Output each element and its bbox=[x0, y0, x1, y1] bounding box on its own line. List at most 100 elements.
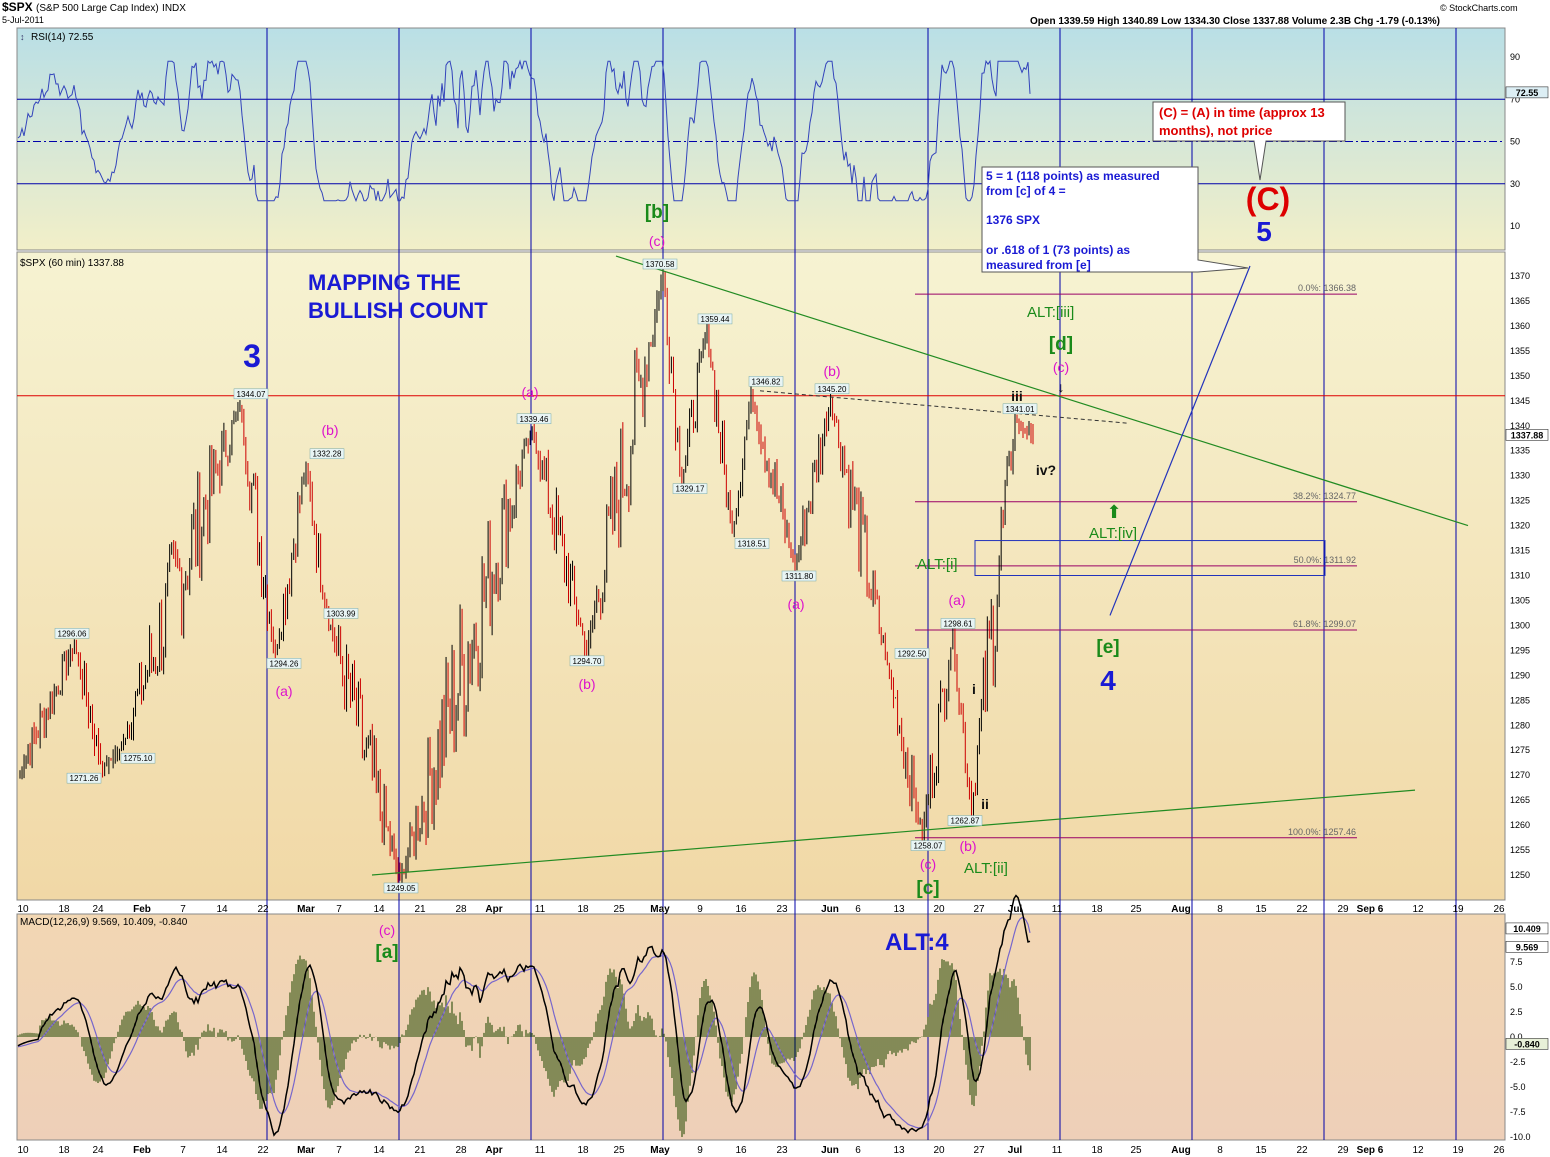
x-label-bottom-32: 22 bbox=[1296, 1145, 1308, 1156]
price-label-box-14 bbox=[734, 538, 770, 549]
price-label: $SPX (60 min) 1337.88 bbox=[20, 258, 124, 269]
price-label-box-20 bbox=[910, 840, 946, 851]
price-label-box-4 bbox=[54, 628, 90, 639]
price-bars bbox=[19, 267, 1034, 888]
wave-iv: iv? bbox=[1036, 462, 1056, 478]
x-label-bottom-15: 25 bbox=[613, 1145, 625, 1156]
price-label-box-2 bbox=[323, 608, 359, 619]
macd-tick-2: 2.5 bbox=[1510, 1007, 1523, 1017]
x-label-bottom-4: 7 bbox=[180, 1145, 186, 1156]
x-label-bottom-12: Apr bbox=[485, 1145, 502, 1156]
wave-c2: (c) bbox=[649, 233, 665, 249]
price-label-7: 1249.05 bbox=[387, 884, 416, 893]
price-tick-19: 1275 bbox=[1510, 745, 1530, 755]
symbol: $SPX bbox=[2, 0, 33, 14]
price-label-11: 1359.44 bbox=[701, 315, 730, 324]
x-label-top-14: 18 bbox=[577, 904, 589, 915]
ohlc-readout: Open 1339.59 High 1340.89 Low 1334.30 Cl… bbox=[1030, 16, 1441, 27]
x-label-bottom-19: 23 bbox=[776, 1145, 788, 1156]
rsi-tick-1: 70 bbox=[1510, 94, 1520, 104]
price-tick-6: 1340 bbox=[1510, 421, 1530, 431]
price-tick-10: 1320 bbox=[1510, 521, 1530, 531]
macd-hist-tag-box bbox=[1505, 1038, 1549, 1050]
price-tick-13: 1305 bbox=[1510, 595, 1530, 605]
upper-trendline bbox=[615, 255, 1469, 527]
price-label-14: 1318.51 bbox=[738, 540, 767, 549]
macd-signal-tag: 10.409 bbox=[1513, 924, 1541, 934]
x-label-top-32: 22 bbox=[1296, 904, 1308, 915]
price-tick-15: 1295 bbox=[1510, 645, 1530, 655]
x-label-top-16: May bbox=[650, 904, 670, 915]
macd-tick-7: -10.0 bbox=[1510, 1132, 1531, 1142]
callout1-line4: or .618 of 1 (73 points) as bbox=[986, 243, 1130, 257]
target-zone-box bbox=[974, 540, 1326, 577]
price-label-10: 1370.58 bbox=[646, 260, 675, 269]
x-label-bottom-5: 14 bbox=[216, 1145, 228, 1156]
x-label-bottom-31: 15 bbox=[1255, 1145, 1267, 1156]
rsi-label: RSI(14) 72.55 bbox=[31, 32, 94, 43]
macd-panel bbox=[16, 913, 1506, 1141]
macd-tick-1: 5.0 bbox=[1510, 982, 1523, 992]
price-tick-4: 1350 bbox=[1510, 371, 1530, 381]
x-label-bottom-13: 11 bbox=[535, 1145, 546, 1156]
x-label-bottom-20: Jun bbox=[821, 1145, 839, 1156]
price-label-6: 1275.10 bbox=[124, 754, 153, 763]
x-label-bottom-2: 24 bbox=[92, 1145, 104, 1156]
price-label-4: 1296.06 bbox=[58, 629, 87, 638]
x-label-bottom-6: 22 bbox=[257, 1145, 269, 1156]
callout1-line2: from [c] of 4 = bbox=[986, 184, 1066, 198]
up-arrow-icon: ⬆ bbox=[1106, 502, 1121, 522]
x-label-bottom-33: 29 bbox=[1337, 1145, 1349, 1156]
price-tick-22: 1260 bbox=[1510, 820, 1530, 830]
price-label-20: 1258.07 bbox=[914, 842, 943, 851]
wave-b4: (b) bbox=[959, 838, 976, 854]
price-label-box-13 bbox=[748, 376, 784, 387]
x-label-bottom-17: 9 bbox=[697, 1145, 703, 1156]
price-label-box-19 bbox=[947, 815, 983, 826]
x-label-top-10: 21 bbox=[414, 904, 426, 915]
price-label-19: 1262.87 bbox=[951, 817, 980, 826]
x-label-bottom-3: Feb bbox=[133, 1145, 151, 1156]
macd-signal-tag-box bbox=[1505, 922, 1549, 935]
price-label-box-7 bbox=[383, 882, 419, 894]
price-tick-8: 1330 bbox=[1510, 471, 1530, 481]
x-label-bottom-18: 16 bbox=[735, 1145, 747, 1156]
price-label-9: 1294.70 bbox=[573, 657, 602, 666]
x-label-top-20: Jun bbox=[821, 904, 839, 915]
price-label-8: 1339.46 bbox=[520, 415, 549, 424]
wave-a1: (a) bbox=[275, 683, 292, 699]
callout1-line3: 1376 SPX bbox=[986, 213, 1040, 227]
price-tick-20: 1270 bbox=[1510, 770, 1530, 780]
x-label-bottom-34: Sep 6 bbox=[1357, 1145, 1384, 1156]
wave-C: (C) bbox=[1246, 181, 1290, 217]
x-label-top-6: 22 bbox=[257, 904, 269, 915]
x-label-bottom-21: 6 bbox=[855, 1145, 861, 1156]
price-label-5: 1271.26 bbox=[70, 774, 99, 783]
wave-b1: (b) bbox=[321, 422, 338, 438]
price-label-box-15 bbox=[814, 383, 850, 395]
x-label-top-13: 11 bbox=[535, 904, 546, 915]
price-label-box-17 bbox=[894, 648, 930, 659]
x-label-bottom-8: 7 bbox=[336, 1145, 342, 1156]
rsi-legend-marker: ↕ bbox=[20, 32, 25, 42]
rsi-tick-3: 30 bbox=[1510, 179, 1520, 189]
down-arrow-icon: ↓ bbox=[1058, 379, 1065, 395]
fib-label-1: 38.2%: 1324.77 bbox=[1293, 491, 1356, 501]
price-label-box-18 bbox=[940, 618, 976, 629]
wave-ii: ii bbox=[981, 796, 989, 812]
macd-tick-0: 7.5 bbox=[1510, 957, 1523, 967]
price-label-1: 1332.28 bbox=[313, 450, 342, 459]
price-label-13: 1346.82 bbox=[752, 377, 781, 386]
symbol-name: (S&P 500 Large Cap Index) bbox=[36, 3, 159, 14]
x-label-top-12: Apr bbox=[485, 904, 502, 915]
price-label-21: 1341.01 bbox=[1006, 405, 1035, 414]
x-label-top-34: Sep 6 bbox=[1357, 904, 1384, 915]
chart-date: 5-Jul-2011 bbox=[2, 15, 44, 25]
x-label-top-8: 7 bbox=[336, 904, 342, 915]
callout2-line2: months), not price bbox=[1159, 123, 1272, 138]
price-tick-14: 1300 bbox=[1510, 620, 1530, 630]
x-label-top-19: 23 bbox=[776, 904, 788, 915]
x-label-bottom-23: 20 bbox=[933, 1145, 945, 1156]
alt-iii: ALT:[iii] bbox=[1027, 304, 1074, 321]
